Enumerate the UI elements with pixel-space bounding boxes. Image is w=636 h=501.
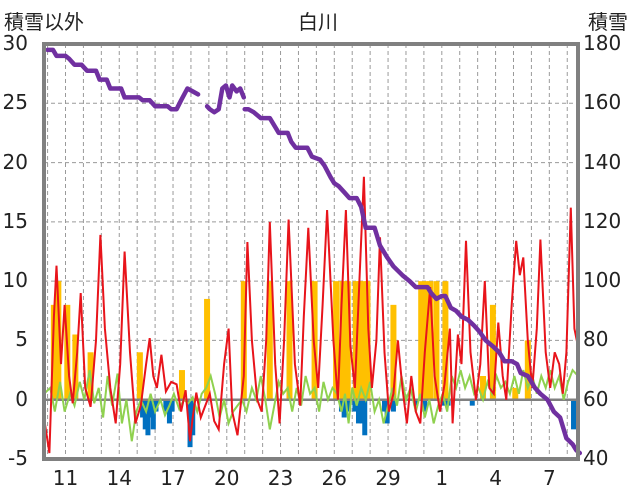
left-tick-label: 0: [15, 386, 28, 411]
negative-bar: [571, 399, 577, 430]
left-tick-label: 5: [15, 327, 28, 352]
left-tick-label: 20: [2, 149, 28, 174]
left-tick-label: 15: [2, 208, 28, 233]
negative-bar: [390, 399, 396, 412]
plot-frame: [42, 42, 580, 461]
negative-bar: [352, 399, 358, 412]
negative-bar: [359, 399, 365, 424]
x-tick-label: 11: [52, 466, 79, 490]
snow-depth-line: [242, 106, 583, 456]
left-tick-label: 30: [2, 31, 28, 55]
plot-border: [42, 42, 580, 461]
negative-bar: [469, 399, 475, 406]
snow-depth-line: [45, 47, 201, 112]
temp-max-line: [43, 176, 579, 454]
sunshine-bar: [55, 281, 62, 400]
left-axis-label: 積雪以外: [4, 10, 84, 34]
negative-bar: [145, 399, 151, 436]
right-tick-label: 160: [583, 90, 622, 115]
snow-depth-line: [204, 83, 247, 115]
sunshine-bar: [524, 340, 531, 400]
chart-title: 白川: [298, 10, 338, 34]
negative-bar: [163, 399, 169, 412]
negative-bar: [341, 399, 347, 418]
sunshine-bar: [286, 281, 293, 400]
right-axis-label: 積雪: [588, 10, 628, 34]
sunshine-bar: [356, 281, 363, 400]
negative-bar: [355, 399, 361, 424]
right-tick-label: 80: [583, 327, 609, 352]
negative-bar: [140, 399, 146, 418]
x-tick-label: 14: [106, 466, 132, 490]
left-tick-label: 10: [2, 268, 28, 293]
x-tick-label: 23: [267, 466, 294, 490]
sunshine-bar: [418, 281, 425, 400]
right-tick-label: 40: [583, 446, 609, 470]
sunshine-bar: [359, 281, 366, 400]
right-tick-label: 100: [583, 268, 622, 293]
sunshine-bar: [178, 370, 185, 400]
negative-bar: [338, 399, 344, 412]
x-tick-label: 7: [542, 466, 556, 490]
sunshine-bar: [427, 281, 434, 400]
negative-bar: [413, 399, 419, 406]
sunshine-bar: [512, 387, 519, 400]
sunshine-bar: [480, 376, 487, 400]
left-tick-label: 25: [2, 90, 28, 115]
sunshine-bar: [344, 281, 351, 400]
negative-bar: [187, 399, 193, 448]
negative-bar: [150, 399, 156, 430]
sunshine-bar: [489, 304, 496, 400]
sunshine-bar: [266, 281, 273, 400]
sunshine-bar: [50, 304, 57, 400]
sunshine-bar: [442, 281, 449, 400]
negative-bar: [142, 399, 148, 430]
right-tick-label: 140: [583, 149, 622, 174]
sunshine-bar: [204, 298, 211, 400]
negative-bar: [362, 399, 368, 436]
negative-bar: [153, 399, 159, 412]
x-tick-label: 17: [160, 466, 186, 490]
negative-bar: [166, 399, 172, 424]
right-tick-label: 120: [583, 208, 622, 233]
x-tick-label: 1: [435, 466, 449, 490]
right-tick-label: 180: [583, 31, 622, 55]
x-tick-label: 4: [489, 466, 502, 490]
sunshine-bar: [390, 304, 397, 400]
negative-bar: [148, 399, 154, 418]
right-tick-label: 60: [583, 386, 609, 411]
temp-min-line: [43, 368, 579, 442]
negative-bar: [346, 399, 352, 412]
left-tick-label: -5: [8, 446, 28, 470]
sunshine-bar: [352, 281, 359, 400]
negative-bar: [381, 399, 387, 412]
sunshine-bar: [433, 281, 440, 400]
sunshine-bar: [136, 352, 143, 400]
sunshine-bar: [339, 281, 346, 400]
x-tick-label: 20: [214, 466, 240, 490]
negative-bar: [422, 399, 428, 412]
sunshine-bar: [364, 281, 371, 400]
negative-bar: [169, 399, 175, 412]
x-tick-label: 26: [321, 466, 347, 490]
series-lines: [43, 47, 583, 456]
sunshine-bar: [333, 281, 340, 400]
x-tick-label: 29: [375, 466, 401, 490]
